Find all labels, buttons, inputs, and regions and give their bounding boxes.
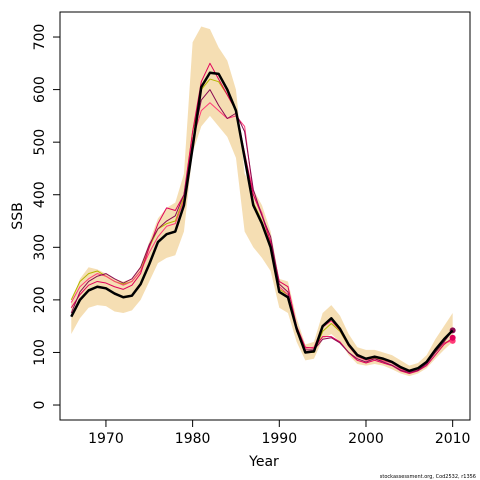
- y-tick-label: 100: [32, 339, 48, 366]
- y-tick-label: 700: [32, 24, 48, 51]
- series-line: [70, 102, 453, 373]
- y-tick-label: 500: [32, 129, 48, 156]
- series-line: [70, 89, 454, 373]
- x-tick-label: 2000: [348, 431, 384, 447]
- end-marker: [449, 334, 456, 341]
- x-tick-label: 1990: [261, 431, 297, 447]
- plot-frame: [59, 11, 471, 421]
- confidence-band: [71, 26, 453, 377]
- caption: stockassessment.org, Cod2532, r1356: [380, 474, 476, 480]
- x-tick-label: 1980: [175, 431, 211, 447]
- y-tick-label: 300: [32, 234, 48, 261]
- x-axis-label: Year: [248, 454, 279, 470]
- x-tick-label: 1970: [88, 431, 124, 447]
- y-axis-label: SSB: [10, 202, 26, 229]
- series-line: [70, 71, 454, 373]
- x-tick-label: 2010: [435, 431, 471, 447]
- y-tick-label: 0: [32, 401, 48, 410]
- y-tick-label: 200: [32, 287, 48, 314]
- y-tick-label: 600: [32, 76, 48, 103]
- y-tick-label: 400: [32, 181, 48, 208]
